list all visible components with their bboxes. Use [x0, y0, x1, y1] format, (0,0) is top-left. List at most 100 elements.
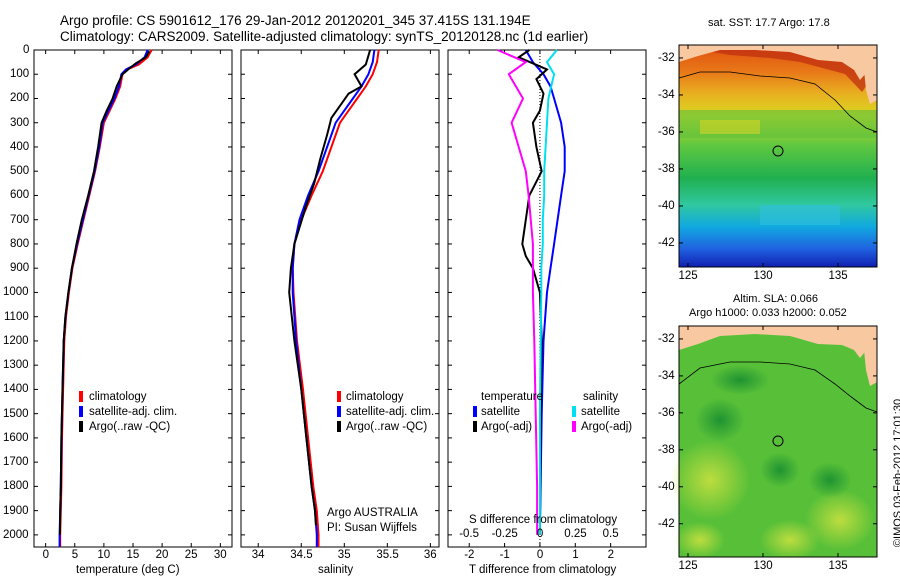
d-series-0	[524, 49, 566, 535]
s-xtick-label: 34	[251, 549, 265, 561]
d-xtick-label: -0.5	[459, 528, 480, 540]
sst-lon-label: 130	[753, 270, 773, 282]
legend-s-clim-swatch	[337, 391, 341, 402]
sst-map	[678, 44, 878, 268]
t-series-2	[58, 50, 151, 535]
sst-lon-label: 125	[678, 270, 698, 282]
depth-tick-label: 1800	[3, 480, 29, 493]
legend-d-s-head: salinity	[583, 391, 619, 403]
sst-lat-label: -42	[658, 236, 675, 249]
depth-tick-label: 1200	[3, 334, 29, 347]
d-series-3	[497, 49, 539, 535]
depth-tick-label: 1300	[3, 359, 29, 372]
depth-tick-label: 100	[10, 68, 30, 81]
d-xtick-label: 0	[536, 528, 544, 540]
legend-d-s-sat-swatch	[572, 406, 576, 417]
s-series-2	[288, 49, 372, 526]
depth-tick-label: 1100	[4, 310, 29, 323]
legend-s-sat-swatch	[337, 406, 341, 417]
depth-tick-label: 200	[10, 92, 30, 105]
legend-s-argo-swatch	[337, 421, 341, 432]
attribution-line-2: PI: Susan Wijffels	[327, 522, 417, 534]
legend-d-s-argo-label: Argo(-adj)	[581, 421, 633, 433]
sla-argo-marker	[772, 435, 784, 447]
temperature-xlabel: temperature (deg C)	[76, 564, 180, 576]
depth-tick-label: 1700	[3, 456, 29, 469]
legend-d-t-argo-label: Argo(-adj)	[481, 421, 533, 433]
title-line-2: Climatology: CARS2009. Satellite-adjuste…	[60, 29, 589, 44]
sla-map-title-2: Argo h1000: 0.033 h2000: 0.052	[689, 307, 847, 319]
attribution-line-1: Argo AUSTRALIA	[327, 507, 418, 519]
depth-tick-label: 2000	[3, 528, 29, 541]
legend-s-argo-label: Argo(..raw -QC)	[346, 421, 428, 433]
t-xtick-label: 15	[126, 549, 140, 561]
legend-clim-swatch	[79, 391, 83, 402]
legend-d-t-head: temperature	[481, 391, 544, 403]
legend-d-t-sat-swatch	[473, 406, 477, 417]
salinity-panel	[240, 49, 440, 548]
sla-lat-label: -36	[658, 406, 675, 419]
legend-d-s-argo-swatch	[572, 421, 576, 432]
t-xtick-label: 5	[71, 549, 79, 561]
sla-lat-label: -38	[658, 443, 675, 456]
legend-s-sat-label: satellite-adj. clim.	[346, 406, 435, 418]
legend-clim-label: climatology	[89, 391, 147, 403]
depth-tick-label: 500	[10, 165, 30, 178]
depth-tick-label: 800	[10, 237, 30, 250]
sst-land	[679, 45, 877, 80]
d-xtick-label: 2	[607, 549, 615, 561]
depth-tick-label: 400	[10, 140, 30, 153]
depth-tick-label: 0	[23, 44, 30, 56]
sst-map-title: sat. SST: 17.7 Argo: 17.8	[708, 17, 830, 29]
sst-argo-marker	[772, 145, 784, 157]
sla-lon-label: 125	[678, 560, 698, 572]
legend-d-t-sat-label: satellite	[481, 406, 520, 418]
salinity-xlabel: salinity	[318, 564, 354, 576]
t-xtick-label: 25	[184, 549, 198, 561]
depth-tick-label: 1900	[3, 504, 29, 517]
sst-lat-label: -34	[658, 88, 675, 101]
sla-land	[679, 326, 877, 358]
sst-lon-label: 135	[828, 270, 848, 282]
d-series-2	[538, 49, 558, 535]
sla-map	[670, 325, 878, 560]
d-plot-frame	[447, 49, 647, 548]
sla-isobath	[678, 361, 878, 413]
t-xtick-label: 20	[155, 549, 169, 561]
legend-argo-swatch	[79, 421, 83, 432]
s-xtick-label: 35.5	[376, 549, 399, 561]
sla-lat-label: -42	[658, 517, 675, 530]
d-xtick-label: 0.25	[564, 528, 587, 540]
sla-lat-label: -40	[658, 480, 675, 493]
depth-tick-label: 1000	[3, 286, 29, 299]
d-xtick-label: 0	[536, 549, 544, 561]
credit-stamp: ©IMOS 03-Feb-2012 17:01:30	[892, 398, 900, 548]
d-xtick-label: 0.5	[602, 528, 619, 540]
depth-tick-label: 900	[10, 262, 30, 275]
legend-s-clim-label: climatology	[346, 391, 404, 403]
sst-isobath	[678, 71, 878, 133]
depth-tick-label: 1400	[3, 383, 29, 396]
legend-d-s-sat-label: satellite	[581, 406, 620, 418]
legend-d-t-argo-swatch	[473, 421, 477, 432]
d-xtick-label: -0.25	[491, 528, 518, 540]
sla-lon-label: 135	[828, 560, 848, 572]
d-xtick-label: 1	[572, 549, 579, 561]
temperature-panel	[33, 49, 233, 548]
d-xtick-label: -1	[499, 549, 510, 561]
sst-lat-label: -32	[658, 51, 675, 64]
s-xtick-label: 34.5	[290, 549, 313, 561]
d-xtick-label: -2	[464, 549, 475, 561]
s-diff-xlabel: S difference from climatology	[469, 514, 618, 526]
sst-lat-label: -38	[658, 162, 675, 175]
s-xtick-label: 36	[423, 549, 437, 561]
legend-sat-swatch	[79, 406, 83, 417]
title-line-1: Argo profile: CS 5901612_176 29-Jan-2012…	[60, 13, 531, 28]
sla-map-title-1: Altim. SLA: 0.066	[733, 293, 818, 305]
t-xtick-label: 0	[42, 549, 50, 561]
sst-lat-label: -36	[658, 125, 675, 138]
depth-tick-label: 300	[10, 116, 30, 129]
legend-sat-label: satellite-adj. clim.	[89, 406, 178, 418]
sla-lat-label: -32	[658, 332, 675, 345]
